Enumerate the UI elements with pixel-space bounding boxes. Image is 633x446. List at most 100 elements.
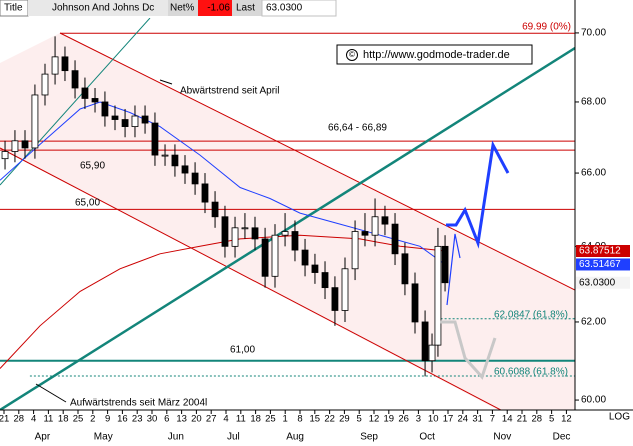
candle-body (101, 101, 109, 117)
candle-body (81, 87, 89, 99)
x-tick-label: 4 (31, 414, 36, 425)
month-label: Jul (227, 432, 240, 443)
x-tick-label: 20 (191, 414, 202, 425)
annotation: Abwärtstrend seit April (180, 86, 280, 97)
header-cell (198, 0, 232, 16)
candle-body (121, 119, 129, 128)
candle-body (61, 56, 69, 72)
x-tick-label: 15 (310, 414, 321, 425)
annotation: 62.0847 (61.8%) (494, 310, 568, 321)
candle-body (428, 344, 436, 362)
x-tick-label: 30 (147, 414, 158, 425)
candle-body (191, 172, 199, 185)
value-box-label: 63.87512 (579, 246, 621, 257)
x-tick-label: 19 (384, 414, 395, 425)
x-tick-label: 28 (14, 414, 25, 425)
x-tick-label: 2 (90, 414, 95, 425)
month-label: Apr (35, 432, 51, 443)
x-tick-label: 5 (357, 414, 362, 425)
header-cell (232, 0, 262, 16)
annotation: 65,00 (75, 198, 100, 209)
leader-line (159, 79, 173, 85)
candle-body (131, 115, 139, 128)
candle-body (434, 245, 442, 346)
candle-body (401, 253, 409, 285)
candle-body (41, 73, 49, 96)
downtrend-upper (59, 32, 575, 291)
scale-label: LOG (609, 412, 630, 423)
candle-body (311, 264, 319, 273)
candle-body (51, 56, 59, 75)
y-tick-label: 68.00 (581, 97, 606, 108)
x-tick-label: 1 (283, 414, 288, 425)
candle-body (291, 231, 299, 251)
channel-fill (0, 33, 575, 410)
x-tick-label: 18 (250, 414, 261, 425)
x-tick-label: 27 (206, 414, 217, 425)
annotation: 60.6088 (61.8%) (494, 367, 568, 378)
candle-body (301, 249, 309, 266)
header-last-label: Last (236, 3, 255, 14)
header-title: Title (4, 3, 23, 14)
x-tick-label: 8 (297, 414, 302, 425)
copyright-circle (346, 49, 358, 61)
x-tick-label: 26 (398, 414, 409, 425)
candle-body (181, 165, 189, 174)
x-tick-label: 24 (458, 414, 469, 425)
candle-body (351, 231, 359, 270)
month-label: May (94, 432, 113, 443)
forecast-thin (446, 233, 461, 306)
candle-body (91, 98, 99, 103)
candle-body (161, 154, 169, 157)
candle-body (261, 238, 269, 277)
candle-body (201, 183, 209, 203)
y-tick-label: 66.00 (581, 168, 606, 179)
forecast-blue (446, 140, 510, 249)
x-tick-label: 21 (0, 414, 9, 425)
candle-body (341, 268, 349, 311)
header-name: Johnson And Johns Dc (52, 3, 154, 14)
x-tick-label: 17 (443, 414, 454, 425)
x-tick-label: 10 (428, 414, 439, 425)
header-net: -1.06 (207, 3, 230, 14)
value-box (576, 258, 630, 271)
x-tick-label: 23 (132, 414, 143, 425)
candle-body (21, 140, 29, 149)
copyright-box (336, 44, 533, 65)
candle-body (171, 154, 179, 167)
trend-lines (0, 18, 575, 410)
candle-body (11, 140, 19, 152)
x-tick-label: 12 (561, 414, 572, 425)
x-tick-label: 4 (223, 414, 228, 425)
header-last: 63.0300 (266, 3, 303, 14)
x-tick-label: 25 (73, 414, 84, 425)
candle-body (321, 272, 329, 289)
annotation: 65,90 (80, 161, 105, 172)
x-tick-label: 25 (265, 414, 276, 425)
y-tick-label: 70.00 (581, 28, 606, 39)
annotation: 69.99 (0%) (522, 22, 571, 33)
x-tick-label: 31 (472, 414, 483, 425)
x-tick-label: 3 (416, 414, 421, 425)
month-label: Jun (168, 432, 184, 443)
x-tick-label: 29 (339, 414, 350, 425)
moving-average (0, 234, 446, 369)
candle-body (211, 201, 219, 218)
candle-body (391, 223, 399, 255)
candle-body (441, 245, 449, 284)
value-box (576, 276, 630, 289)
candle-body (151, 122, 159, 156)
x-tick-label: 7 (490, 414, 495, 425)
candle-body (281, 231, 289, 236)
month-label: Oct (419, 432, 435, 443)
x-tick-label: 28 (532, 414, 543, 425)
header-cell (28, 0, 168, 16)
candle-body (141, 115, 149, 124)
month-label: Dec (553, 432, 571, 443)
value-box (576, 244, 630, 257)
candle-body (371, 216, 379, 236)
x-tick-label: 6 (164, 414, 169, 425)
candle-body (1, 151, 9, 160)
month-label: Aug (286, 432, 304, 443)
x-tick-label: 14 (502, 414, 513, 425)
